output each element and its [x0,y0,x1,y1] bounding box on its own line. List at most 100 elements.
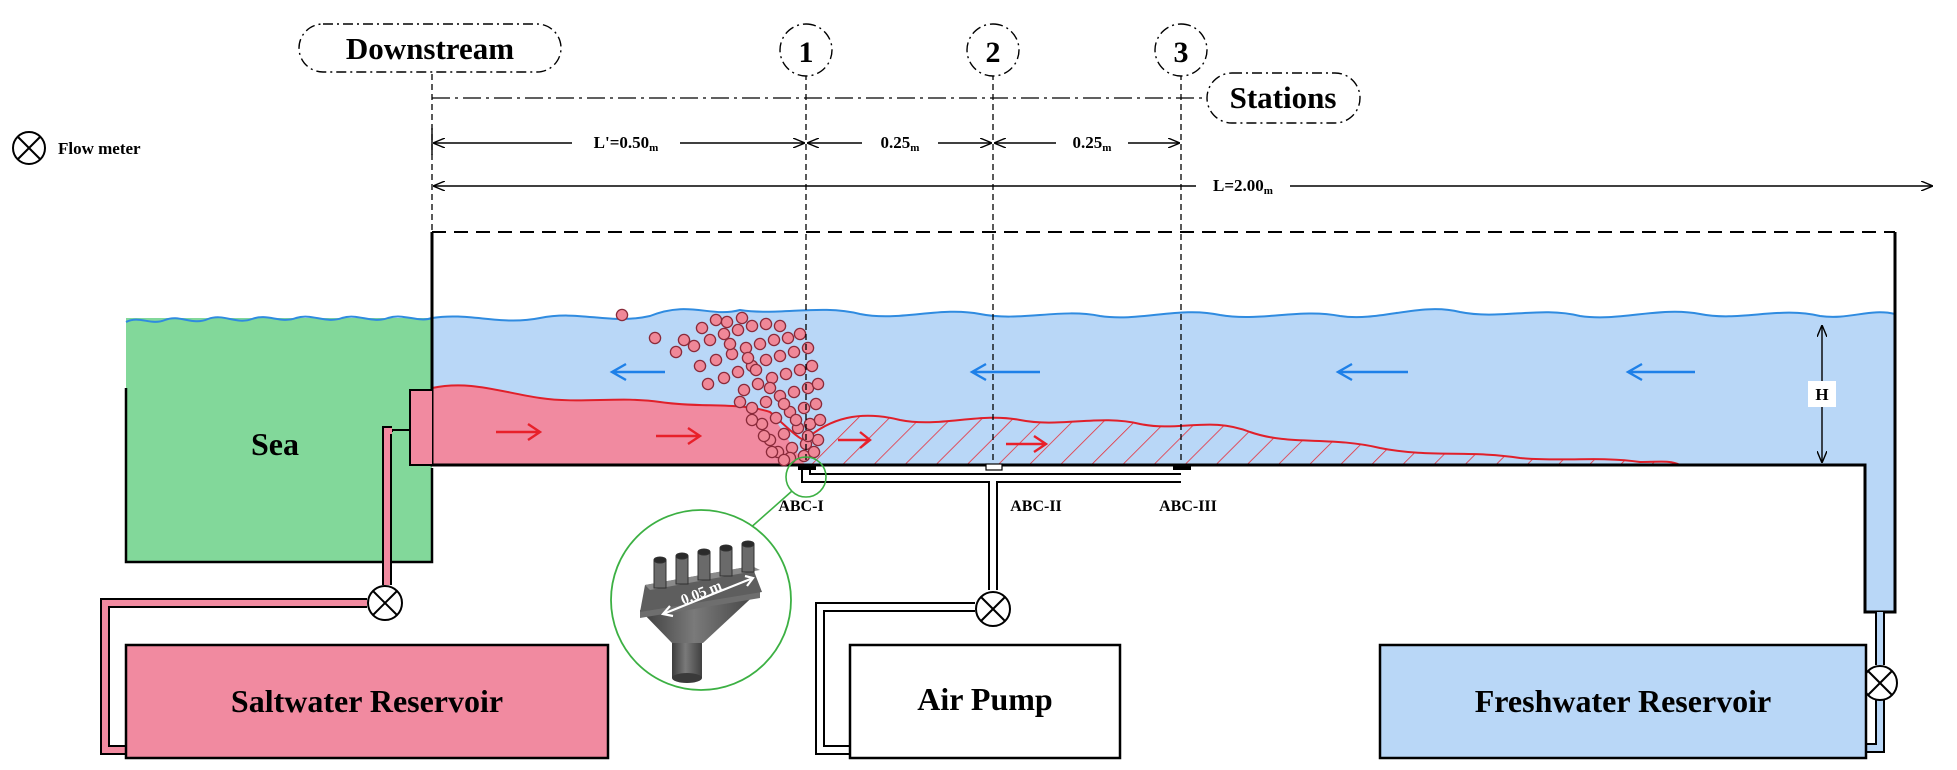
downstream-label-box [298,23,562,73]
air-bubble [813,413,827,427]
dim-spacing-2: 0.25m [1073,133,1112,154]
air-bubble [779,367,793,381]
dim-spacing-1: 0.25m [881,133,920,154]
air-bubble [739,341,753,355]
sea-label: Sea [251,426,299,462]
air-bubble [765,371,779,385]
saltwater-reservoir-label: Saltwater Reservoir [231,683,503,719]
air-bubble [759,353,773,367]
air-bubble [731,323,745,337]
air-bubble [720,315,734,329]
air-bubble [807,445,821,459]
air-bubble [695,321,709,335]
air-bubble [741,351,755,365]
saltwater-flow-arrows [496,423,1049,453]
dim-total-length: L=2.00m [1213,176,1273,197]
air-bubble [787,345,801,359]
air-bubble [801,341,815,355]
air-bubble [769,411,783,425]
air-bubble [745,413,759,427]
air-bubble [751,377,765,391]
air-bubble [725,347,739,361]
zoom-connector [747,490,793,531]
stations-label-box [1206,72,1361,124]
air-bubble [759,395,773,409]
saltwater-wedge [432,385,805,465]
air-bubble [733,395,747,409]
air-bubble [745,401,759,415]
dim-l-prime: L'=0.50m [594,133,659,154]
air-pump-label: Air Pump [917,681,1052,717]
air-bubble [648,331,662,345]
station-lines [431,74,1182,462]
air-bubble [709,353,723,367]
salt-fresh-interface [431,384,1681,466]
downstream-label: Downstream [346,31,514,66]
air-bubble [785,441,799,455]
air-bubble [749,363,763,377]
air-bubble [723,337,737,351]
nozzle-icon [640,540,762,683]
air-bubble [731,365,745,379]
air-bubble [703,333,717,347]
air-bubble [801,429,815,443]
air-bubble [781,331,795,345]
flow-meter-air [975,591,1011,627]
station-markers: 1 2 3 [779,23,1208,77]
freshwater-reservoir-box [1378,643,1868,760]
air-bubble [693,359,707,373]
air-bubble [789,413,803,427]
air-bubble [763,381,777,395]
stations-label: Stations [1230,80,1337,115]
sea-box-outline [124,388,434,564]
flow-meter-legend-icon [12,131,46,165]
air-bubble [767,333,781,347]
air-bubble [757,429,771,443]
air-bubble [777,453,791,467]
air-bubble [701,377,715,391]
abc-1-label: ABC-I [778,498,823,515]
freshwater-reservoir-label: Freshwater Reservoir [1475,683,1771,719]
air-bubble-curtain [615,308,827,467]
station-1-label: 1 [799,36,814,69]
abc-2-label: ABC-II [1010,498,1062,515]
air-bubble [677,333,691,347]
flow-meter-saltwater [367,585,403,621]
station-2-label: 2 [986,36,1001,69]
abc-3-label: ABC-III [1159,498,1217,515]
flow-meter-legend-label: Flow meter [58,139,141,158]
air-bubble [709,313,723,327]
air-bubble [773,319,787,333]
air-bubble [717,371,731,385]
air-bubble [809,397,823,411]
freshwater-flow-arrows [609,362,1695,382]
freshwater-surface-wave [431,308,1896,322]
sea-box [126,318,432,562]
air-bubble [793,363,807,377]
air-bubble [759,317,773,331]
flow-meter-freshwater [1862,665,1898,701]
air-bubble [737,383,751,397]
saltwater-reservoir-box [124,643,610,760]
zoom-source-circle [785,456,827,498]
air-bubble [717,327,731,341]
station-3-label: 3 [1174,36,1189,69]
air-bubble [745,319,759,333]
air-bubble [793,327,807,341]
air-bubble [765,445,779,459]
height-label: H [1815,385,1828,404]
air-bubble [669,345,683,359]
saltwater-wedge-hatched [805,415,1680,465]
air-bubble [787,385,801,399]
saltwater-inlet-fill [411,391,432,465]
air-bubble [777,397,791,411]
air-bubble [777,427,791,441]
air-bubble [687,339,701,353]
air-bubble [753,337,767,351]
dimension-lines [431,128,1932,462]
air-pump-box [848,643,1122,760]
air-bubble [797,401,811,415]
diffusers [798,463,1191,471]
air-bubble [773,349,787,363]
